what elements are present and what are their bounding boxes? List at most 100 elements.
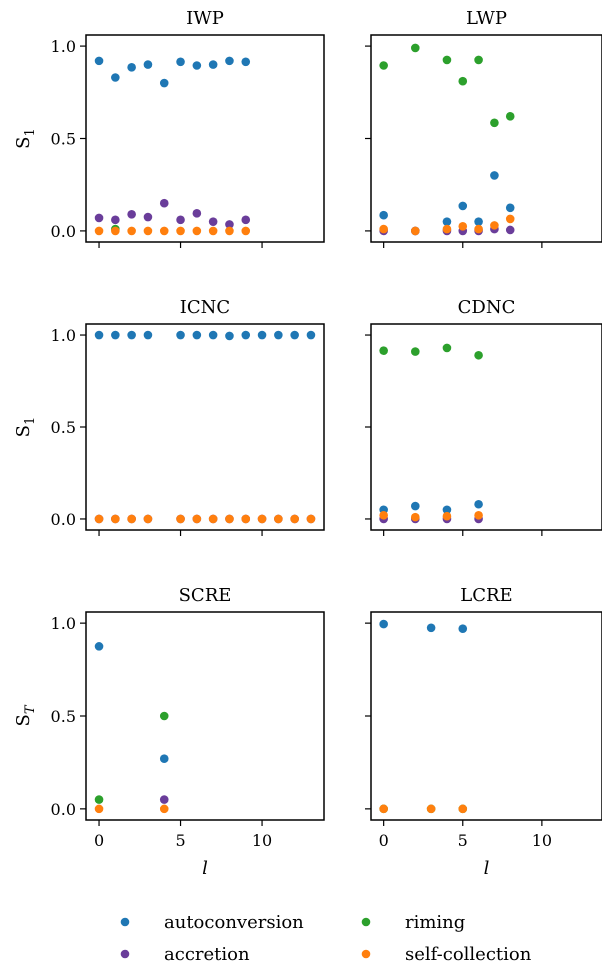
y-axis-label: ST bbox=[13, 704, 38, 726]
point-riming bbox=[505, 112, 515, 121]
point-autoconversion bbox=[208, 60, 218, 69]
point-self-collection bbox=[94, 514, 104, 524]
point-accretion bbox=[143, 212, 153, 222]
point-self-collection bbox=[127, 514, 136, 524]
point-autoconversion bbox=[505, 203, 515, 213]
point-self-collection bbox=[143, 514, 153, 524]
point-self-collection bbox=[257, 514, 267, 524]
point-autoconversion bbox=[127, 330, 136, 340]
point-autoconversion bbox=[490, 171, 499, 180]
point-self-collection bbox=[127, 226, 136, 236]
plot-frame bbox=[370, 34, 602, 243]
point-autoconversion bbox=[94, 330, 104, 340]
point-accretion bbox=[111, 215, 120, 225]
legend-label-accretion: accretion bbox=[164, 944, 250, 965]
legend-marker-autoconversion bbox=[120, 917, 130, 927]
point-accretion bbox=[225, 220, 234, 229]
y-tick-label: 0.5 bbox=[51, 707, 76, 726]
point-autoconversion bbox=[208, 330, 218, 340]
point-autoconversion bbox=[379, 210, 388, 220]
point-self-collection bbox=[474, 224, 483, 234]
point-self-collection bbox=[411, 226, 420, 236]
point-self-collection bbox=[225, 514, 234, 524]
point-accretion bbox=[159, 198, 169, 208]
panel-title: ICNC bbox=[180, 297, 230, 318]
x-axis-label: l bbox=[484, 858, 490, 879]
point-self-collection bbox=[94, 226, 104, 236]
panel-icnc: ICNC 0.0 0.5 1.0 S1 bbox=[13, 297, 325, 536]
panel-title: SCRE bbox=[179, 585, 232, 606]
point-autoconversion bbox=[111, 73, 120, 82]
point-self-collection bbox=[241, 514, 251, 524]
x-tick-label: 0 bbox=[379, 831, 389, 850]
point-autoconversion bbox=[94, 642, 104, 651]
point-self-collection bbox=[458, 804, 468, 814]
y-tick-label: 0.5 bbox=[51, 418, 76, 437]
point-accretion bbox=[505, 225, 515, 235]
plot-frame bbox=[370, 611, 602, 821]
plot-frame bbox=[85, 323, 325, 531]
point-self-collection bbox=[225, 226, 234, 236]
point-riming bbox=[94, 795, 104, 804]
point-riming bbox=[379, 346, 388, 355]
point-self-collection bbox=[111, 514, 120, 524]
point-self-collection bbox=[290, 514, 299, 524]
point-autoconversion bbox=[176, 330, 185, 340]
panel-iwp: IWP 0.0 0.5 1.0 S1 bbox=[13, 8, 325, 248]
x-tick-label: 10 bbox=[252, 831, 272, 850]
point-riming bbox=[474, 55, 483, 65]
point-riming bbox=[490, 118, 499, 128]
x-tick-label: 10 bbox=[532, 831, 552, 850]
plot-frame bbox=[85, 611, 325, 821]
point-self-collection bbox=[458, 221, 468, 231]
point-riming bbox=[442, 55, 452, 65]
point-autoconversion bbox=[257, 330, 267, 340]
legend-label-self-collection: self-collection bbox=[405, 944, 532, 965]
point-autoconversion bbox=[442, 217, 452, 226]
x-tick-label: 5 bbox=[458, 831, 468, 850]
point-self-collection bbox=[505, 214, 515, 224]
y-tick-label: 1.0 bbox=[51, 614, 76, 633]
point-accretion bbox=[241, 215, 251, 225]
point-self-collection bbox=[442, 511, 452, 521]
plot-frame bbox=[370, 323, 602, 531]
point-autoconversion bbox=[159, 754, 169, 764]
point-autoconversion bbox=[442, 505, 452, 515]
point-self-collection bbox=[490, 221, 499, 230]
point-riming bbox=[442, 343, 452, 353]
legend-marker-riming bbox=[361, 917, 371, 927]
y-axis-label: S1 bbox=[13, 128, 38, 149]
legend-label-autoconversion: autoconversion bbox=[164, 912, 304, 933]
point-self-collection bbox=[208, 226, 218, 236]
y-tick-label: 0.0 bbox=[51, 800, 76, 819]
point-accretion bbox=[176, 215, 185, 225]
point-autoconversion bbox=[225, 56, 234, 66]
point-autoconversion bbox=[458, 201, 468, 211]
panel-title: LWP bbox=[466, 8, 507, 29]
point-riming bbox=[159, 711, 169, 721]
point-autoconversion bbox=[94, 56, 104, 66]
point-accretion bbox=[159, 795, 169, 804]
x-tick-label: 5 bbox=[175, 831, 185, 850]
y-axis-label: S1 bbox=[13, 417, 38, 438]
point-autoconversion bbox=[143, 60, 153, 69]
point-self-collection bbox=[176, 514, 185, 524]
point-self-collection bbox=[426, 804, 436, 814]
plot-frame bbox=[85, 34, 325, 243]
point-self-collection bbox=[94, 804, 104, 814]
point-autoconversion bbox=[192, 61, 202, 70]
point-autoconversion bbox=[474, 499, 483, 509]
y-tick-label: 0.0 bbox=[51, 510, 76, 529]
point-autoconversion bbox=[474, 217, 483, 226]
panel-lcre: LCRE 0 5 10 l bbox=[365, 585, 602, 879]
y-tick-label: 0.5 bbox=[51, 130, 76, 149]
point-autoconversion bbox=[274, 330, 283, 340]
point-riming bbox=[474, 350, 483, 360]
point-self-collection bbox=[111, 226, 120, 236]
x-axis-label: l bbox=[202, 858, 208, 879]
point-autoconversion bbox=[225, 331, 234, 341]
point-self-collection bbox=[411, 512, 420, 522]
panel-cdnc: CDNC bbox=[365, 297, 602, 536]
legend-label-riming: riming bbox=[405, 912, 465, 933]
point-autoconversion bbox=[241, 57, 251, 67]
